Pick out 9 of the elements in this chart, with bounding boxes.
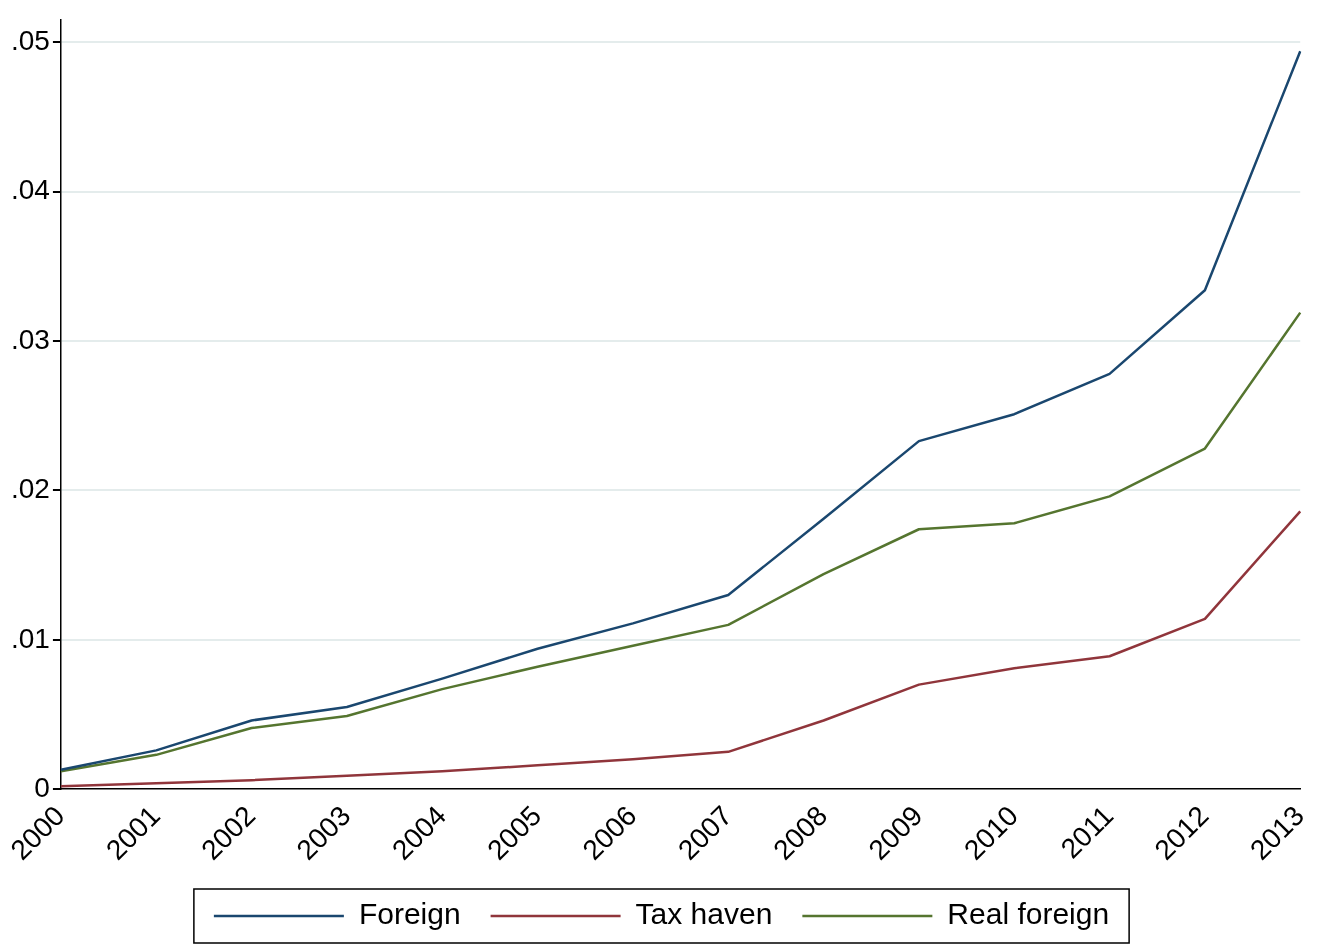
legend-label: Real foreign — [947, 897, 1110, 931]
y-tick-label: .03 — [10, 323, 50, 355]
y-tick-label: .02 — [10, 473, 50, 505]
y-tick-label: .04 — [10, 174, 50, 206]
legend-label: Tax haven — [635, 897, 773, 931]
legend-label: Foreign — [358, 897, 461, 931]
y-tick-label: .01 — [10, 622, 50, 654]
y-tick-label: 0 — [34, 771, 50, 803]
y-tick-label: .05 — [10, 24, 50, 56]
